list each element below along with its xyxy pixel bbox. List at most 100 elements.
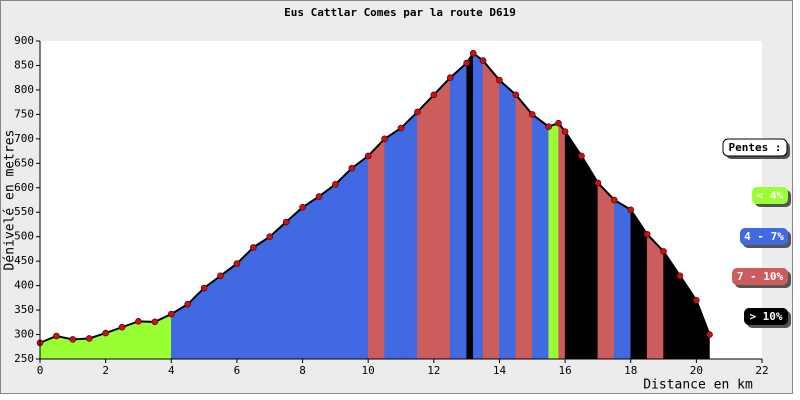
x-tick-label: 12 — [427, 364, 440, 377]
x-tick-label: 18 — [624, 364, 637, 377]
point-marker — [512, 91, 520, 99]
x-tick-label: 22 — [755, 364, 768, 377]
point-marker — [414, 108, 421, 116]
point-marker — [496, 76, 503, 84]
slope-segment — [597, 182, 615, 360]
x-tick-label: 8 — [299, 364, 306, 377]
point-marker — [315, 193, 323, 200]
slope-segment — [449, 62, 467, 360]
legend: Pentes : < 4% 4 - 7% 7 - 10% > 10% — [722, 138, 791, 328]
x-tick-label: 6 — [234, 364, 241, 377]
slope-segment — [564, 130, 582, 360]
y-tick-label: 850 — [14, 58, 34, 71]
point-marker — [706, 331, 713, 338]
slope-segment — [384, 127, 402, 360]
point-marker — [660, 248, 667, 255]
point-marker — [555, 119, 562, 127]
point-marker — [217, 272, 224, 280]
point-marker — [545, 123, 552, 130]
point-marker — [528, 111, 536, 118]
legend-label: 4 - 7% — [744, 230, 784, 243]
slope-segment — [269, 221, 287, 360]
y-axis-label: Dénivelé en metres — [3, 130, 18, 271]
y-tick-label: 800 — [14, 83, 34, 96]
y-tick-label: 900 — [14, 34, 34, 47]
point-marker — [85, 335, 93, 342]
legend-swatch — [744, 308, 788, 325]
legend-label: > 10% — [749, 310, 782, 323]
y-tick-label: 500 — [14, 230, 34, 243]
point-marker — [135, 318, 142, 325]
y-tick-label: 400 — [14, 279, 34, 292]
point-marker — [397, 124, 405, 132]
x-axis-label: Distance en km — [643, 378, 753, 393]
x-tick-label: 14 — [493, 364, 507, 377]
x-tick-label: 16 — [558, 364, 571, 377]
point-marker — [151, 318, 159, 326]
point-marker — [676, 272, 684, 280]
point-marker — [184, 300, 191, 308]
point-marker — [561, 128, 569, 135]
point-marker — [266, 233, 274, 240]
point-marker — [578, 152, 585, 160]
y-tick-label: 700 — [14, 132, 34, 145]
slope-segment — [532, 113, 549, 360]
slope-segment — [138, 321, 156, 360]
x-tick-label: 2 — [102, 364, 109, 377]
point-marker — [469, 49, 477, 57]
slope-segment — [614, 199, 631, 360]
point-marker — [200, 284, 208, 292]
point-marker — [167, 310, 175, 318]
slope-segment — [482, 59, 500, 360]
slope-segment — [548, 122, 559, 360]
point-marker — [463, 59, 470, 67]
legend-swatch — [752, 187, 788, 204]
slope-segment — [400, 111, 418, 360]
slope-segment — [515, 94, 533, 360]
legend-title: Pentes : — [729, 141, 782, 154]
y-tick-label: 450 — [14, 254, 34, 267]
legend-swatch — [732, 268, 788, 285]
slope-segment — [318, 183, 336, 360]
y-tick-label: 650 — [14, 156, 34, 169]
point-marker — [693, 296, 700, 304]
y-tick-label: 250 — [14, 352, 34, 365]
slope-segment — [253, 236, 270, 360]
point-marker — [53, 332, 60, 340]
legend-label: 7 - 10% — [737, 270, 784, 283]
chart-title: Eus Cattlar Comes par la route D619 — [284, 6, 516, 19]
point-marker — [627, 206, 635, 214]
point-marker — [250, 244, 257, 251]
slope-segment — [581, 155, 599, 360]
slope-segment — [302, 196, 320, 360]
x-tick-label: 10 — [362, 364, 375, 377]
x-tick-label: 20 — [690, 364, 703, 377]
y-tick-label: 750 — [14, 107, 34, 120]
slope-segment — [335, 167, 353, 360]
y-tick-label: 550 — [14, 205, 34, 218]
point-marker — [69, 336, 77, 343]
point-marker — [118, 323, 126, 331]
y-tick-label: 600 — [14, 181, 34, 194]
slope-segment — [351, 155, 369, 360]
y-tick-label: 300 — [14, 328, 34, 341]
slope-segment — [472, 52, 484, 360]
point-marker — [299, 204, 306, 211]
legend-swatch — [740, 228, 788, 245]
slope-segment — [285, 206, 303, 360]
point-marker — [479, 57, 487, 64]
point-marker — [233, 260, 241, 267]
point-marker — [348, 164, 356, 172]
x-tick-label: 4 — [168, 364, 175, 377]
point-marker — [282, 218, 290, 226]
point-marker — [446, 74, 454, 81]
legend-title-box — [722, 138, 788, 157]
slope-segment — [466, 52, 474, 360]
point-marker — [594, 179, 602, 187]
x-tick-label: 0 — [37, 364, 44, 377]
y-tick-label: 350 — [14, 303, 34, 316]
legend-label: < 4% — [757, 189, 784, 202]
point-marker — [102, 329, 109, 337]
point-marker — [332, 181, 339, 188]
